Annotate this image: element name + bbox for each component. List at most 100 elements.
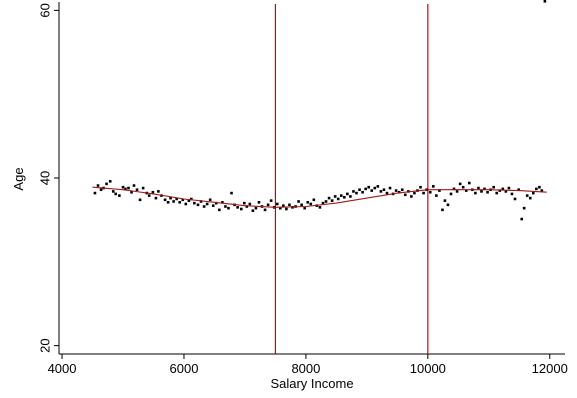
y-tick-label: 40	[37, 171, 52, 185]
scatter-point	[452, 187, 456, 191]
scatter-point	[513, 197, 517, 201]
scatter-point	[169, 196, 172, 200]
scatter-point	[166, 201, 170, 204]
scatter-point	[321, 201, 325, 205]
scatter-point	[343, 195, 346, 199]
scatter-point	[154, 196, 158, 200]
scatter-point	[538, 185, 541, 189]
fit-line	[92, 186, 547, 208]
scatter-point	[196, 203, 200, 207]
scatter-point	[443, 199, 447, 202]
scatter-point	[218, 208, 221, 212]
scatter-point	[474, 191, 477, 195]
x-axis-ticks: 4000 6000 8000 10000 12000	[48, 354, 568, 376]
scatter-point	[257, 201, 261, 204]
scatter-point	[336, 197, 340, 201]
scatter-point	[105, 182, 108, 186]
scatter-point	[441, 208, 444, 212]
y-axis-title: Age	[11, 167, 26, 190]
scatter-point	[477, 186, 480, 190]
scatter-point	[306, 201, 310, 204]
scatter-point	[486, 190, 489, 194]
scatter-point	[303, 206, 306, 210]
scatter-point	[251, 209, 255, 212]
scatter-point	[172, 200, 175, 203]
scatter-point	[376, 185, 380, 188]
scatter-point	[455, 190, 459, 193]
scatter-point	[205, 202, 209, 206]
scatter-point	[111, 190, 115, 193]
scatter-point	[461, 185, 465, 189]
scatter-point	[495, 191, 499, 195]
scatter-point	[480, 190, 483, 193]
scatter-point	[467, 181, 471, 185]
scatter-point	[157, 190, 160, 193]
scatter-point	[388, 186, 392, 190]
scatter-point	[224, 205, 227, 208]
scatter-point	[400, 188, 404, 192]
scatter-point	[379, 190, 383, 193]
scatter-point	[428, 190, 432, 194]
scatter-point	[121, 185, 125, 189]
scatter-point	[504, 190, 508, 193]
scatter-point	[147, 194, 151, 197]
scatter-point	[525, 194, 529, 197]
scatter-point	[99, 188, 103, 192]
scatter-point	[449, 192, 453, 196]
scatter-point	[367, 185, 370, 189]
scatter-point	[432, 185, 435, 188]
scatter-point	[108, 180, 112, 183]
scatter-point	[324, 200, 328, 203]
plot-area	[58, 2, 565, 355]
scatter-point	[361, 190, 364, 194]
scatter-point	[339, 194, 343, 197]
scatter-point	[507, 186, 511, 190]
scatter-point	[358, 188, 361, 192]
scatter-point	[394, 189, 398, 192]
scatter-point	[517, 188, 520, 192]
scatter-point	[346, 192, 349, 196]
scatter-point	[327, 196, 331, 200]
scatter-point	[202, 205, 206, 208]
scatter-point	[382, 188, 386, 192]
scatter-point	[114, 192, 117, 196]
scatter-point	[239, 207, 243, 211]
scatter-point	[522, 206, 526, 210]
fit-line-group	[92, 186, 547, 208]
scatter-point	[199, 200, 203, 203]
scatter-point	[288, 203, 291, 207]
scatter-point	[543, 0, 547, 3]
scatter-point	[285, 207, 288, 211]
scatter-point	[163, 198, 167, 202]
scatter-point	[370, 189, 374, 192]
scatter-point	[355, 191, 358, 195]
scatter-point	[318, 206, 322, 209]
scatter-point	[410, 195, 413, 198]
scatter-point	[254, 206, 258, 210]
scatter-point	[464, 189, 468, 192]
scatter-point	[458, 182, 462, 186]
scatter-point	[269, 199, 273, 202]
scatter-point	[300, 203, 303, 207]
scatter-point	[352, 190, 355, 193]
x-tick-label: 10000	[410, 361, 446, 376]
scatter-point	[141, 186, 145, 190]
scatter-point	[446, 203, 450, 207]
scatter-point	[333, 195, 337, 198]
scatter-point	[349, 195, 352, 198]
scatter-point	[422, 191, 425, 195]
scatter-point	[373, 186, 377, 190]
scatter-point	[211, 204, 215, 207]
scatter-point	[297, 200, 300, 203]
scatter-point	[230, 191, 233, 195]
scatter-point	[385, 191, 389, 195]
scatter-point	[245, 205, 249, 208]
scatter-point	[227, 206, 230, 210]
x-tick-label: 12000	[532, 361, 568, 376]
cutoff-lines	[274, 4, 429, 354]
x-tick-label: 6000	[170, 361, 199, 376]
scatter-point	[282, 204, 285, 207]
scatter-point	[492, 185, 495, 189]
scatter-point	[178, 201, 182, 204]
